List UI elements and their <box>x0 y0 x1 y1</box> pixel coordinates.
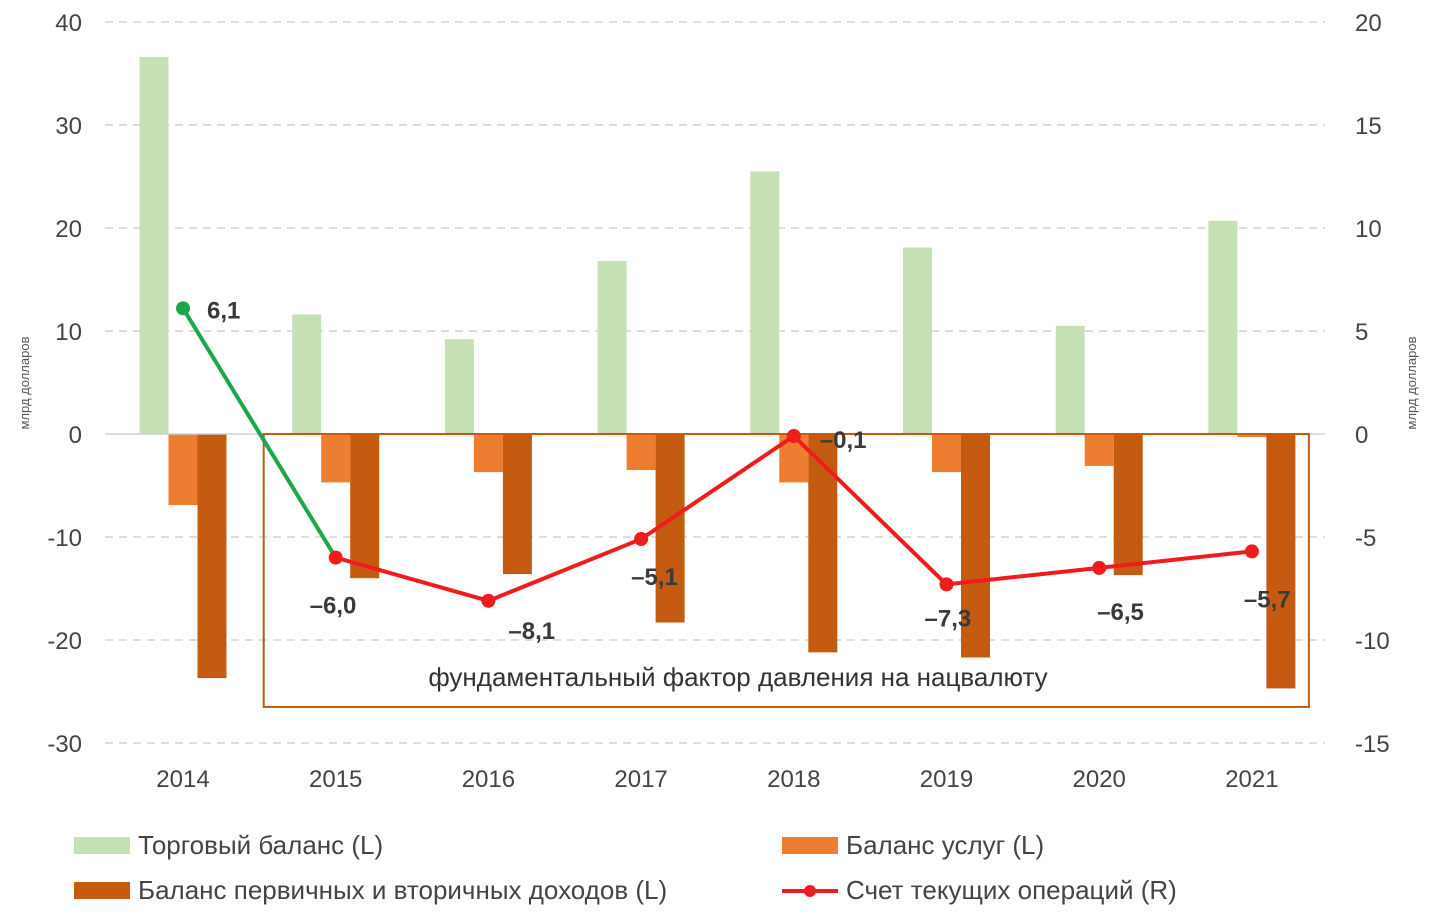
left-axis-title: млрд долларов <box>17 336 32 429</box>
trade-balance-bar <box>292 314 322 434</box>
right-tick-label: -10 <box>1355 628 1390 655</box>
x-tick-label: 2016 <box>462 766 515 793</box>
annotation-box <box>262 433 1310 708</box>
trade-balance-bar <box>444 339 474 434</box>
right-tick-label: 5 <box>1355 319 1368 346</box>
income-balance-bar <box>350 434 380 579</box>
x-tick-label: 2020 <box>1073 766 1126 793</box>
legend-item-trade-balance: Торговый баланс (L) <box>74 830 383 861</box>
services-balance-bar <box>321 434 351 483</box>
right-tick-label: -5 <box>1355 525 1376 552</box>
services-balance-bar <box>1084 434 1114 466</box>
current-account-point <box>786 429 801 444</box>
services-balance-bar <box>1237 434 1267 438</box>
trade-balance-bar <box>1055 325 1085 434</box>
left-tick-label: 20 <box>55 216 82 243</box>
trade-balance-bar <box>139 57 169 435</box>
legend-label-current-account: Счет текущих операций (R) <box>846 875 1177 905</box>
current-account-point <box>176 301 190 316</box>
right-tick-label: 0 <box>1355 422 1368 449</box>
x-tick-label: 2017 <box>614 766 667 793</box>
right-axis-title: млрд долларов <box>1404 336 1419 429</box>
current-account-point <box>1092 560 1107 575</box>
legend-swatch-services-balance <box>782 837 838 854</box>
left-tick-label: 40 <box>55 10 82 37</box>
right-tick-label: 10 <box>1355 216 1382 243</box>
x-tick-label: 2014 <box>156 766 209 793</box>
income-balance-bar <box>808 434 838 653</box>
trade-balance-bar <box>597 260 627 434</box>
income-balance-bar <box>1113 434 1143 576</box>
current-account-point <box>328 550 343 565</box>
right-tick-label: 15 <box>1355 113 1382 140</box>
income-balance-bar <box>961 434 990 658</box>
services-balance-bar <box>932 434 961 473</box>
current-account-data-label: –5,7 <box>1244 586 1291 613</box>
legend-item-current-account: Счет текущих операций (R) <box>782 875 1177 906</box>
legend-label-income-balance: Баланс первичных и вторичных доходов (L) <box>138 875 668 905</box>
income-balance-bar <box>502 434 532 575</box>
left-tick-label: -20 <box>47 628 82 655</box>
current-account-point <box>481 593 496 608</box>
current-account-point <box>634 532 649 547</box>
trade-balance-bar <box>903 247 932 434</box>
x-tick-label: 2021 <box>1225 766 1278 793</box>
trade-balance-bar <box>750 171 780 434</box>
legend-swatch-current-account <box>782 882 838 900</box>
current-account-data-label: –0,1 <box>820 427 867 454</box>
x-tick-label: 2019 <box>920 766 973 793</box>
right-tick-label: 20 <box>1355 10 1382 37</box>
current-account-data-label: –6,5 <box>1097 599 1144 626</box>
current-account-data-label: 6,1 <box>207 297 240 324</box>
current-account-data-label: –8,1 <box>508 618 555 645</box>
left-tick-label: 0 <box>69 422 82 449</box>
annotation-text: фундаментальный фактор давления на нацва… <box>428 662 1047 692</box>
x-tick-label: 2015 <box>309 766 362 793</box>
current-account-data-label: –7,3 <box>925 605 972 632</box>
legend-item-income-balance: Баланс первичных и вторичных доходов (L) <box>74 875 667 906</box>
left-tick-label: 30 <box>55 113 82 140</box>
right-tick-label: -15 <box>1355 731 1390 758</box>
left-tick-label: 10 <box>55 319 82 346</box>
services-balance-bar <box>168 434 198 506</box>
trade-balance-bar <box>1208 220 1238 434</box>
legend-item-services-balance: Баланс услуг (L) <box>782 830 1044 861</box>
left-tick-label: -30 <box>47 731 82 758</box>
current-account-data-label: –5,1 <box>631 564 678 591</box>
services-balance-bar <box>473 434 503 473</box>
income-balance-bar <box>197 434 227 679</box>
current-account-line-segment-green <box>181 307 338 559</box>
services-balance-bar <box>626 434 656 471</box>
x-tick-label: 2018 <box>767 766 820 793</box>
left-tick-label: -10 <box>47 525 82 552</box>
current-account-data-label: –6,0 <box>310 593 357 620</box>
legend-label-services-balance: Баланс услуг (L) <box>846 830 1045 860</box>
legend-swatch-income-balance <box>74 882 130 899</box>
legend-label-trade-balance: Торговый баланс (L) <box>138 830 384 860</box>
income-balance-bar <box>1266 434 1296 689</box>
current-account-point <box>1244 544 1259 559</box>
legend-swatch-trade-balance <box>74 837 130 854</box>
current-account-point <box>939 577 954 592</box>
